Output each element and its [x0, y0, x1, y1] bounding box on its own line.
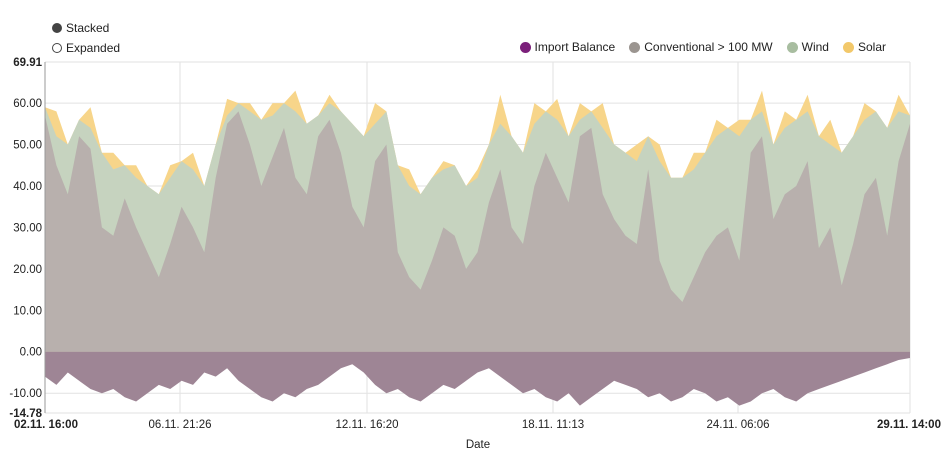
legend-dot-icon — [519, 41, 531, 53]
x-tick-label: 29.11. 14:00 — [877, 419, 941, 431]
legend-label: Conventional > 100 MW — [644, 40, 773, 54]
y-tick-label: 40.00 — [13, 181, 42, 193]
series-areas — [45, 90, 910, 406]
x-tick-label: 02.11. 16:00 — [14, 419, 78, 431]
x-axis-label: Date — [466, 439, 490, 451]
y-tick-label: 69.91 — [13, 57, 42, 69]
legend: Import Balance Conventional > 100 MW Wind S… — [519, 40, 886, 54]
y-tick-label: 50.00 — [13, 140, 42, 152]
legend-label: Solar — [857, 40, 886, 54]
y-tick-label: 0.00 — [20, 347, 42, 359]
x-tick-label: 12.11. 16:20 — [335, 419, 398, 431]
legend-label: Wind — [801, 40, 829, 54]
y-tick-label: 60.00 — [13, 98, 42, 110]
y-tick-label: -10.00 — [9, 388, 42, 400]
expanded-radio-icon[interactable] — [52, 43, 62, 53]
legend-item-2[interactable]: Wind — [786, 40, 829, 54]
x-tick-label: 24.11. 06:06 — [706, 419, 769, 431]
axes: 69.91 60.00 50.00 40.00 30.00 20.00 10.00 0.00 -… — [9, 57, 941, 431]
x-tick-label: 18.11. 11:13 — [522, 419, 584, 431]
y-tick-label: 20.00 — [13, 264, 42, 276]
stacked-toggle[interactable]: Stacked — [52, 21, 109, 35]
y-tick-label: 10.00 — [13, 305, 42, 317]
legend-dot-icon — [786, 41, 798, 53]
x-tick-label: 06.11. 21:26 — [148, 419, 211, 431]
legend-label: Import Balance — [534, 40, 616, 54]
area-import-balance[interactable] — [45, 351, 910, 406]
y-tick-label: -14.78 — [9, 408, 42, 420]
legend-dot-icon — [842, 41, 854, 53]
area-conventional-100-mw[interactable] — [45, 111, 910, 352]
legend-dot-icon — [629, 41, 641, 53]
expanded-toggle[interactable]: Expanded — [52, 41, 120, 55]
legend-item-0[interactable]: Import Balance — [519, 40, 616, 54]
expanded-label: Expanded — [66, 41, 121, 55]
legend-item-1[interactable]: Conventional > 100 MW — [629, 40, 773, 54]
stacked-radio-icon[interactable] — [52, 23, 62, 33]
stacked-label: Stacked — [66, 21, 110, 35]
legend-item-3[interactable]: Solar — [842, 40, 886, 54]
y-tick-label: 30.00 — [13, 222, 42, 234]
